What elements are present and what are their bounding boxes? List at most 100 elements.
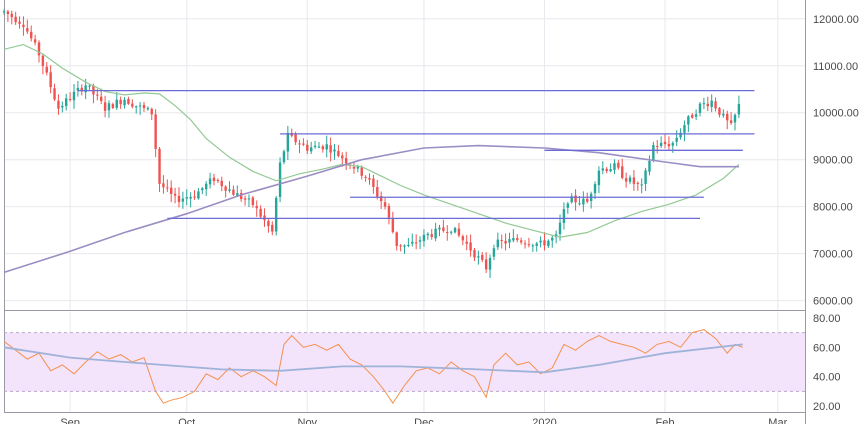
candle-body[interactable]: [224, 186, 227, 191]
candle-body[interactable]: [438, 227, 441, 230]
candle-body[interactable]: [76, 87, 80, 91]
candle-body[interactable]: [185, 197, 188, 199]
candle-body[interactable]: [282, 151, 286, 163]
candle-body[interactable]: [694, 114, 698, 117]
candle-body[interactable]: [691, 114, 694, 118]
candle-body[interactable]: [107, 103, 111, 111]
candle-body[interactable]: [216, 179, 220, 181]
candle-body[interactable]: [100, 96, 103, 101]
candle-body[interactable]: [325, 144, 328, 150]
candle-body[interactable]: [166, 187, 169, 189]
candle-body[interactable]: [181, 198, 185, 202]
candle-body[interactable]: [722, 113, 725, 116]
candle-body[interactable]: [496, 239, 500, 248]
candle-body[interactable]: [586, 198, 589, 202]
candle-body[interactable]: [477, 256, 480, 258]
candle-body[interactable]: [632, 177, 636, 184]
candle-body[interactable]: [26, 28, 29, 32]
candle-body[interactable]: [309, 147, 313, 152]
candle-body[interactable]: [247, 198, 251, 200]
candle-body[interactable]: [115, 99, 118, 108]
candle-body[interactable]: [274, 197, 278, 232]
candle-body[interactable]: [519, 240, 523, 243]
candle-body[interactable]: [605, 168, 608, 171]
candle-body[interactable]: [535, 243, 538, 246]
candle-body[interactable]: [65, 98, 68, 107]
candle-body[interactable]: [267, 220, 270, 227]
candle-body[interactable]: [84, 85, 87, 93]
candle-body[interactable]: [457, 228, 461, 236]
candle-body[interactable]: [426, 233, 430, 236]
candle-body[interactable]: [698, 103, 702, 113]
candle-body[interactable]: [399, 245, 402, 247]
candle-body[interactable]: [469, 242, 472, 251]
candle-body[interactable]: [313, 145, 317, 148]
candle-body[interactable]: [508, 239, 511, 243]
candle-body[interactable]: [294, 134, 297, 143]
candle-body[interactable]: [317, 146, 321, 148]
candle-body[interactable]: [30, 31, 33, 39]
candle-body[interactable]: [516, 238, 519, 241]
candle-body[interactable]: [624, 178, 628, 182]
candle-body[interactable]: [395, 232, 398, 246]
candle-body[interactable]: [640, 184, 643, 186]
candle-body[interactable]: [512, 238, 515, 241]
candle-body[interactable]: [201, 188, 204, 191]
candle-body[interactable]: [407, 244, 410, 246]
candle-body[interactable]: [562, 209, 566, 223]
candle-body[interactable]: [706, 103, 709, 107]
candle-body[interactable]: [652, 145, 655, 160]
candle-body[interactable]: [663, 141, 667, 145]
candle-body[interactable]: [177, 195, 181, 203]
candle-body[interactable]: [597, 170, 601, 186]
candle-body[interactable]: [173, 193, 177, 196]
candle-body[interactable]: [414, 242, 418, 244]
candle-body[interactable]: [286, 132, 290, 152]
candle-body[interactable]: [523, 243, 527, 245]
candle-body[interactable]: [574, 195, 577, 203]
candle-body[interactable]: [679, 132, 682, 138]
candle-body[interactable]: [539, 240, 542, 243]
candle-body[interactable]: [570, 196, 573, 203]
candle-body[interactable]: [10, 13, 13, 18]
candle-body[interactable]: [271, 224, 274, 232]
candle-body[interactable]: [449, 231, 453, 233]
candle-body[interactable]: [391, 218, 395, 233]
candle-body[interactable]: [92, 85, 95, 95]
candle-body[interactable]: [364, 176, 367, 178]
candle-body[interactable]: [220, 180, 223, 187]
candle-body[interactable]: [442, 227, 445, 231]
candle-body[interactable]: [543, 240, 546, 246]
candle-body[interactable]: [671, 142, 675, 146]
candle-body[interactable]: [298, 143, 301, 145]
candle-body[interactable]: [131, 103, 134, 107]
candle-body[interactable]: [154, 114, 157, 149]
candle-body[interactable]: [146, 107, 150, 110]
candle-body[interactable]: [68, 98, 72, 100]
candle-body[interactable]: [189, 196, 192, 199]
candle-body[interactable]: [259, 208, 262, 217]
candle-body[interactable]: [204, 183, 208, 190]
candle-body[interactable]: [702, 103, 706, 105]
candle-body[interactable]: [2, 11, 6, 13]
candle-body[interactable]: [33, 39, 37, 43]
candle-body[interactable]: [383, 202, 387, 207]
candle-body[interactable]: [236, 193, 239, 196]
candle-body[interactable]: [239, 192, 243, 200]
candle-body[interactable]: [430, 234, 433, 237]
candle-body[interactable]: [683, 125, 686, 133]
candle-body[interactable]: [372, 178, 375, 187]
candle-body[interactable]: [134, 106, 138, 108]
candle-body[interactable]: [617, 162, 620, 168]
candle-body[interactable]: [656, 146, 659, 148]
candle-body[interactable]: [119, 99, 122, 105]
candle-body[interactable]: [675, 137, 678, 142]
candle-body[interactable]: [169, 187, 173, 194]
candle-body[interactable]: [465, 241, 468, 244]
candle-body[interactable]: [344, 158, 348, 164]
candle-body[interactable]: [162, 183, 165, 188]
candle-body[interactable]: [531, 245, 535, 247]
candle-body[interactable]: [547, 240, 550, 247]
candle-body[interactable]: [379, 196, 383, 202]
